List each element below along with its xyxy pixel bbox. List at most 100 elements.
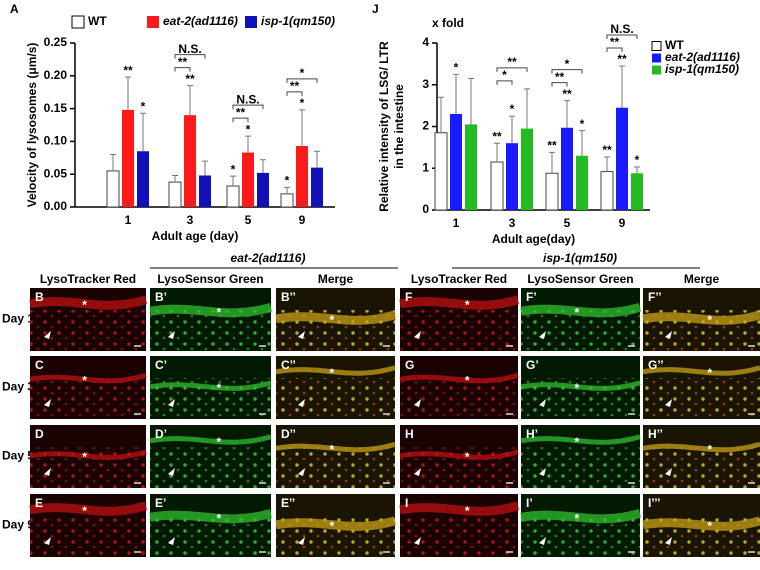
arrowhead xyxy=(298,537,305,545)
panel-letter: J xyxy=(372,2,379,16)
panel-label: E xyxy=(35,496,43,510)
error-bar xyxy=(564,100,570,128)
micrograph-texture xyxy=(150,516,271,557)
bar xyxy=(506,143,518,210)
image-marker: * xyxy=(82,504,87,518)
intestine-band xyxy=(520,380,641,391)
micrograph: I’ * xyxy=(520,494,642,557)
image-marker: * xyxy=(465,504,470,518)
y-tick-label: 0 xyxy=(422,202,429,216)
significance-star: * xyxy=(141,99,146,113)
micrograph: F’ * xyxy=(520,288,642,351)
error-bar xyxy=(110,154,116,171)
intestine-band xyxy=(399,501,520,516)
bar xyxy=(242,152,254,207)
micrograph-texture xyxy=(30,310,146,351)
micrograph-texture xyxy=(400,516,518,557)
significance-bracket xyxy=(286,78,318,83)
arrowhead xyxy=(168,468,175,476)
significance-star: ** xyxy=(602,143,612,157)
intestine-band xyxy=(149,508,273,524)
intestine-band xyxy=(149,302,273,318)
panel-label: E’ xyxy=(155,496,166,510)
panel-label: I’’’ xyxy=(648,496,660,510)
arrowhead xyxy=(168,537,175,545)
significance-bracket xyxy=(232,117,249,123)
bar xyxy=(600,171,614,211)
bar xyxy=(490,161,504,211)
legend-swatch xyxy=(651,41,662,51)
arrowhead xyxy=(539,331,546,339)
panel-label: F’’ xyxy=(648,290,662,304)
row-label: Day 3 xyxy=(2,380,34,394)
panel-label: I’ xyxy=(526,496,533,510)
intestine-band xyxy=(275,516,397,531)
image-marker: * xyxy=(465,450,470,464)
x-tick-label: 1 xyxy=(453,216,460,230)
bracket-label: N.S. xyxy=(610,22,633,36)
micrograph: H’’ * xyxy=(642,425,760,488)
image-marker: * xyxy=(330,442,335,456)
x-axis-label: Adult age(day) xyxy=(492,232,575,246)
image-marker: * xyxy=(707,442,712,456)
arrowhead xyxy=(665,537,672,545)
intestine-band xyxy=(275,441,396,453)
bar xyxy=(199,175,211,207)
bracket-label: ** xyxy=(236,105,246,119)
micrograph: C* xyxy=(29,356,147,419)
bar xyxy=(137,151,149,207)
image-marker: * xyxy=(330,366,335,380)
x-tick-label: 5 xyxy=(564,216,571,230)
annotation: x fold xyxy=(432,16,464,30)
image-marker: * xyxy=(82,450,87,464)
image-marker: * xyxy=(575,305,580,319)
significance-star: * xyxy=(454,60,459,74)
error-bar xyxy=(172,175,178,183)
micrograph: E’’ * xyxy=(275,494,397,557)
error-bar xyxy=(524,88,530,129)
significance-star: * xyxy=(246,122,251,136)
panel-label: I xyxy=(405,496,408,510)
x-tick-label: 1 xyxy=(125,213,132,227)
error-bar xyxy=(314,150,320,168)
arrowhead xyxy=(665,468,672,476)
intestine-band xyxy=(275,310,397,325)
error-bar xyxy=(260,159,266,173)
row-label: Day 9 xyxy=(2,518,34,532)
micrograph: G* xyxy=(399,356,519,419)
significance-star: * xyxy=(580,117,585,131)
intestine-band xyxy=(29,295,148,310)
image-marker: * xyxy=(217,435,222,449)
error-bar xyxy=(634,166,640,174)
x-tick-label: 9 xyxy=(619,216,626,230)
significance-bracket xyxy=(232,104,264,110)
micrograph-texture xyxy=(400,378,518,419)
significance-bracket xyxy=(606,47,623,52)
error-bar xyxy=(202,160,208,176)
intestine-band xyxy=(642,365,760,376)
y-tick-label: 3 xyxy=(422,77,429,91)
column-header: LysoSensor Green xyxy=(157,272,263,286)
micrograph: D’ * xyxy=(149,425,272,488)
micrograph: C’’ * xyxy=(275,356,396,419)
arrowhead xyxy=(665,331,672,339)
image-marker: * xyxy=(707,519,712,533)
image-marker: * xyxy=(575,381,580,395)
panel-label: B’’ xyxy=(281,290,296,304)
arrowhead xyxy=(539,537,546,545)
arrowhead xyxy=(665,399,672,407)
y-tick-label: 0.20 xyxy=(44,68,68,82)
micrograph: I* xyxy=(399,494,520,557)
bracket-label: * xyxy=(300,66,305,80)
arrowhead xyxy=(414,468,421,476)
bracket-label: ** xyxy=(555,70,565,84)
micrograph: D’’ * xyxy=(275,425,396,488)
panel-label: H xyxy=(405,427,414,441)
micrograph-texture xyxy=(276,378,395,419)
column-header: Merge xyxy=(318,272,354,286)
y-axis-label: Relative intensity of LSG/ LTR xyxy=(377,41,391,212)
bracket-label: ** xyxy=(178,55,188,69)
intestine-band xyxy=(642,310,760,325)
bar xyxy=(434,132,448,211)
